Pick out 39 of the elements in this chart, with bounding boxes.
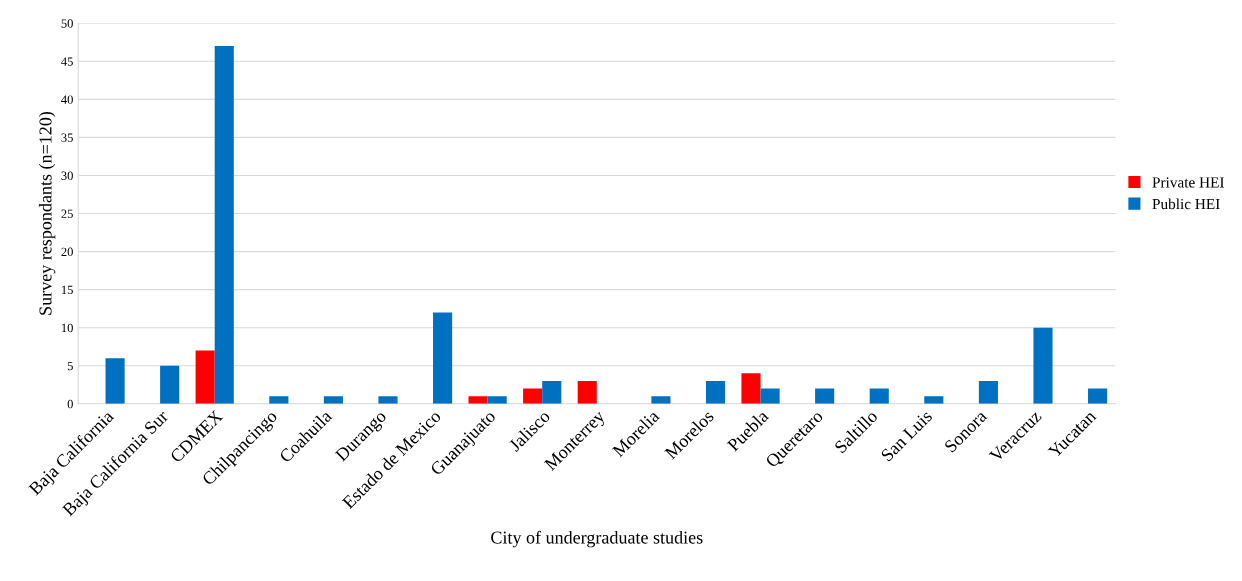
y-tick-label: 15 xyxy=(61,285,73,295)
bar xyxy=(869,388,889,404)
bar xyxy=(195,350,215,404)
bar xyxy=(323,396,343,404)
bar xyxy=(741,373,761,404)
y-tick-label: 10 xyxy=(61,323,73,333)
bar xyxy=(160,365,180,404)
y-tick-label: 30 xyxy=(61,171,73,180)
bar xyxy=(433,312,453,404)
bar xyxy=(487,396,507,404)
bar xyxy=(105,358,125,404)
y-tick-label: 35 xyxy=(61,133,73,142)
y-tick-label: 25 xyxy=(61,209,73,218)
bar xyxy=(1033,327,1053,404)
bar xyxy=(269,396,289,404)
y-tick-label: 0 xyxy=(67,399,73,409)
bar xyxy=(468,396,488,404)
bar xyxy=(924,396,944,404)
legend-label: Public HEI xyxy=(1152,198,1220,210)
y-tick-label: 45 xyxy=(61,57,73,66)
bar xyxy=(760,388,780,404)
bar xyxy=(214,46,234,404)
bar xyxy=(1088,388,1108,404)
bar xyxy=(378,396,398,404)
bar xyxy=(577,380,597,404)
y-tick-label: 5 xyxy=(67,361,73,371)
legend-label: Private HEI xyxy=(1152,177,1224,188)
bar xyxy=(542,380,562,404)
y-axis-title: Survey respondants (n=120) xyxy=(38,111,56,315)
x-tick-label: San Luis xyxy=(880,409,933,462)
bar xyxy=(815,388,835,404)
bar xyxy=(523,388,543,404)
bar xyxy=(705,380,726,404)
bar xyxy=(978,380,998,404)
x-axis-title: City of undergraduate studies xyxy=(491,530,703,548)
y-tick-label: 50 xyxy=(61,19,73,28)
y-tick-label: 20 xyxy=(61,247,73,257)
y-tick-label: 40 xyxy=(61,95,73,104)
bar xyxy=(651,396,671,404)
